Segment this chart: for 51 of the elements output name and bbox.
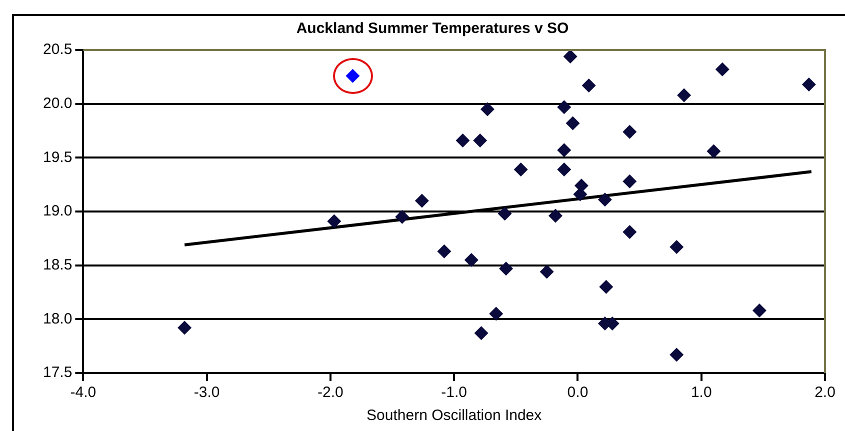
- point: [514, 162, 528, 177]
- point: [677, 88, 692, 102]
- point: [622, 124, 637, 139]
- point: [582, 78, 596, 93]
- point: [622, 224, 637, 239]
- point: [474, 326, 488, 340]
- point: [456, 133, 470, 148]
- point: [557, 162, 572, 177]
- point: [598, 192, 612, 207]
- point: [715, 62, 730, 76]
- point: [178, 320, 192, 335]
- y-tick-label: 19.5: [42, 148, 72, 166]
- point: [540, 264, 554, 279]
- y-tick-label: 20.0: [42, 94, 72, 112]
- x-tick-label: -4.0: [70, 384, 96, 402]
- point: [499, 262, 514, 276]
- point: [327, 214, 342, 228]
- y-tick-label: 18.0: [42, 310, 72, 328]
- point: [573, 187, 588, 202]
- point: [557, 143, 572, 158]
- y-tick-label: 19.0: [42, 202, 72, 220]
- x-tick-label: -3.0: [194, 384, 220, 402]
- point: [414, 194, 429, 208]
- x-tick-label: 2.0: [814, 384, 836, 402]
- point: [473, 133, 488, 148]
- point: [566, 116, 580, 130]
- y-tick-label: 20.5: [42, 41, 72, 58]
- point: [437, 244, 452, 258]
- point: [395, 210, 410, 224]
- x-tick-label: 0.0: [567, 384, 588, 402]
- point: [557, 100, 572, 114]
- y-tick-label: 18.5: [42, 256, 72, 274]
- point: [480, 102, 494, 116]
- x-tick-label: -2.0: [318, 384, 344, 402]
- point: [670, 240, 684, 254]
- point: [489, 306, 504, 321]
- point: [670, 348, 684, 362]
- y-tick-label: 17.5: [42, 364, 72, 382]
- point: [706, 144, 721, 158]
- point: [464, 252, 478, 267]
- point: [498, 206, 512, 221]
- point: [752, 304, 766, 318]
- point: [622, 174, 637, 188]
- x-tick-label: 1.0: [690, 384, 712, 402]
- point: [599, 280, 614, 294]
- point: [548, 208, 562, 223]
- x-axis-title: Southern Oscillation Index: [366, 407, 542, 424]
- chart-title: Auckland Summer Temperatures v SO: [296, 20, 569, 38]
- point: [802, 77, 816, 92]
- x-tick-label: -1.0: [441, 384, 468, 402]
- point: [563, 50, 578, 64]
